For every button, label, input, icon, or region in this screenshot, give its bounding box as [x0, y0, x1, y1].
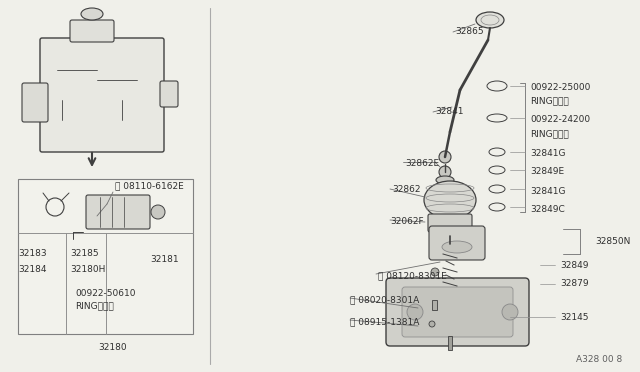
Text: 32145: 32145 [560, 312, 589, 321]
Text: Ⓑ 08120-8301E: Ⓑ 08120-8301E [378, 272, 447, 280]
Text: Ⓑ 08020-8301A: Ⓑ 08020-8301A [350, 295, 419, 305]
Ellipse shape [476, 12, 504, 28]
FancyBboxPatch shape [428, 214, 472, 232]
Text: RINGリング: RINGリング [530, 129, 569, 138]
Text: 00922-25000: 00922-25000 [530, 83, 590, 92]
FancyBboxPatch shape [429, 226, 485, 260]
FancyBboxPatch shape [386, 278, 529, 346]
Circle shape [439, 166, 451, 178]
Circle shape [407, 304, 423, 320]
Text: 32841G: 32841G [530, 150, 566, 158]
FancyBboxPatch shape [86, 195, 150, 229]
Circle shape [439, 151, 451, 163]
Text: RINGリング: RINGリング [530, 96, 569, 106]
Bar [432, 300, 437, 310]
Text: 32850N: 32850N [595, 237, 630, 247]
Text: 32865: 32865 [455, 28, 484, 36]
Text: 32181: 32181 [150, 256, 179, 264]
Circle shape [151, 205, 165, 219]
FancyBboxPatch shape [22, 83, 48, 122]
FancyBboxPatch shape [70, 20, 114, 42]
Circle shape [431, 268, 439, 276]
Circle shape [429, 321, 435, 327]
Text: 00922-50610: 00922-50610 [75, 289, 136, 298]
Text: 32841G: 32841G [530, 186, 566, 196]
Ellipse shape [81, 8, 103, 20]
Text: 32184: 32184 [18, 266, 47, 275]
Bar [448, 336, 452, 350]
Text: 32841: 32841 [435, 108, 463, 116]
Bar [18, 179, 193, 334]
Text: 00922-24200: 00922-24200 [530, 115, 590, 125]
FancyBboxPatch shape [402, 287, 513, 337]
Ellipse shape [424, 181, 476, 219]
FancyBboxPatch shape [160, 81, 178, 107]
Text: 32849: 32849 [560, 262, 589, 270]
Text: 32180H: 32180H [70, 266, 106, 275]
Text: 32879: 32879 [560, 279, 589, 289]
Text: RINGリング: RINGリング [75, 301, 114, 311]
Ellipse shape [435, 228, 465, 236]
Text: 32062F: 32062F [390, 218, 424, 227]
Circle shape [502, 304, 518, 320]
Text: 32862: 32862 [392, 186, 420, 195]
Text: 32183: 32183 [18, 250, 47, 259]
FancyBboxPatch shape [40, 38, 164, 152]
Text: Ⓟ 08915-1381A: Ⓟ 08915-1381A [350, 317, 419, 327]
Text: Ⓑ 08110-6162E: Ⓑ 08110-6162E [115, 182, 184, 190]
Text: 32849C: 32849C [530, 205, 564, 214]
Ellipse shape [436, 176, 454, 184]
Text: 32185: 32185 [70, 250, 99, 259]
Ellipse shape [442, 241, 472, 253]
Text: 32849E: 32849E [530, 167, 564, 176]
Text: 32180: 32180 [98, 343, 127, 353]
Text: 32862E: 32862E [405, 160, 439, 169]
Text: A328 00 8: A328 00 8 [576, 356, 622, 365]
